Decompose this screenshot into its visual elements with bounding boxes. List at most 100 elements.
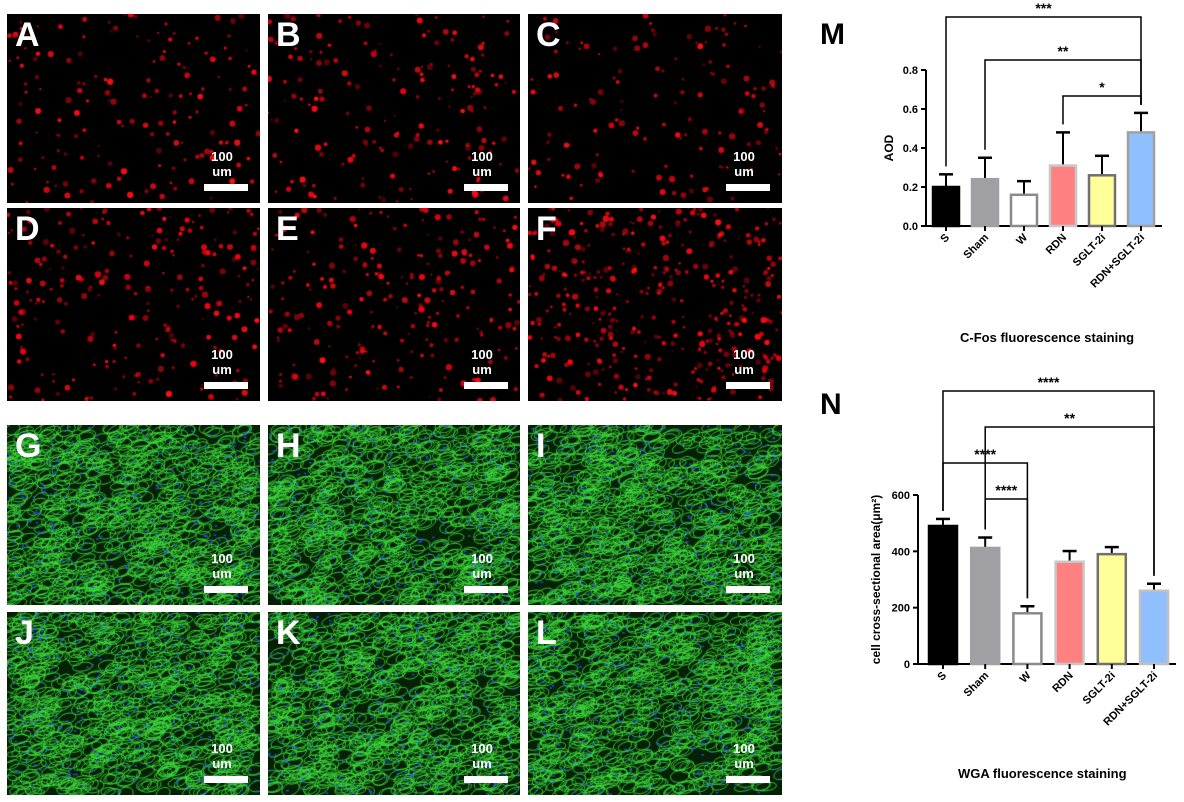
- bar-w: [1012, 612, 1043, 666]
- scale-bar-label: 100 um: [733, 551, 755, 581]
- panel-label: F: [536, 210, 557, 248]
- panel-label: K: [276, 614, 301, 652]
- significance-label: **: [1058, 43, 1069, 59]
- panel-label: E: [276, 210, 299, 248]
- scale-bar-label: 100 um: [211, 347, 233, 377]
- micrograph-panel-e: E 100 um: [268, 208, 520, 401]
- significance-bracket: [945, 16, 1142, 167]
- x-tick-label: SGLT-2i: [1081, 670, 1118, 707]
- bar-w: [1009, 193, 1039, 228]
- x-tick-label: Sham: [961, 231, 991, 261]
- panel-label: D: [15, 210, 40, 248]
- micrograph-panel-i: I 100 um: [528, 425, 782, 605]
- panel-label: C: [536, 16, 561, 54]
- micrograph-panel-h: H 100 um: [268, 425, 520, 605]
- panel-label: G: [15, 427, 42, 465]
- micrograph-image: [268, 14, 520, 203]
- scale-bar-label: 100 um: [471, 551, 493, 581]
- micrograph-panel-c: C 100 um: [528, 14, 782, 203]
- significance-bracket: [984, 426, 1155, 576]
- scale-bar: [464, 184, 508, 191]
- micrograph-image: [268, 208, 520, 401]
- scale-bar: [726, 184, 770, 191]
- micrograph-image: [528, 425, 782, 605]
- x-tick-label: SGLT-2i: [1071, 232, 1108, 269]
- panel-label-n: N: [820, 388, 842, 421]
- micrograph-panel-d: D 100 um: [7, 208, 260, 401]
- scale-bar: [464, 382, 508, 389]
- scale-bar-label: 100 um: [211, 149, 233, 179]
- panel-label: B: [276, 16, 301, 54]
- y-tick-label: 400: [892, 546, 910, 558]
- scale-bar: [204, 382, 248, 389]
- panel-label: A: [15, 16, 40, 54]
- scale-bar: [464, 586, 508, 593]
- bar-s: [927, 524, 959, 666]
- micrograph-panel-k: K 100 um: [268, 612, 520, 795]
- scale-bar-label: 100 um: [733, 741, 755, 771]
- bar-rdn+sglt-2i: [1138, 589, 1170, 666]
- scale-bar-label: 100 um: [471, 347, 493, 377]
- micrograph-image: [528, 612, 782, 795]
- micrograph-panel-f: F 100 um: [528, 208, 782, 401]
- x-tick-label: W: [1018, 669, 1034, 685]
- scale-bar-label: 100 um: [471, 741, 493, 771]
- micrograph-panel-b: B 100 um: [268, 14, 520, 203]
- panel-label-m: M: [820, 18, 845, 51]
- scale-bar-label: 100 um: [211, 551, 233, 581]
- scale-bar-label: 100 um: [471, 149, 493, 179]
- y-tick-label: 0.4: [903, 143, 919, 155]
- significance-bracket: [1062, 95, 1142, 125]
- significance-label: ****: [974, 446, 996, 462]
- significance-label: ***: [1035, 0, 1052, 16]
- chart-n-title: WGA fluorescence staining: [958, 766, 1127, 781]
- micrograph-image: [7, 14, 260, 203]
- bar-sglt-2i: [1087, 174, 1117, 228]
- panel-label: I: [536, 427, 546, 465]
- significance-label: **: [1064, 410, 1075, 426]
- micrograph-image: [7, 612, 260, 795]
- scale-bar: [726, 776, 770, 783]
- micrograph-image: [268, 425, 520, 605]
- scale-bar: [726, 586, 770, 593]
- scale-bar: [204, 586, 248, 593]
- significance-label: ****: [995, 482, 1017, 498]
- bar-sham: [969, 546, 1001, 666]
- micrograph-panel-l: L 100 um: [528, 612, 782, 795]
- y-tick-label: 200: [892, 603, 910, 615]
- chart-m-title: C-Fos fluorescence staining: [960, 330, 1135, 345]
- x-tick-label: W: [1014, 231, 1030, 247]
- x-tick-label: RDN: [1050, 670, 1075, 695]
- panel-label: J: [15, 614, 34, 652]
- micrograph-image: [268, 612, 520, 795]
- x-tick-label: RDN: [1044, 232, 1069, 257]
- y-axis-label: cell cross-sectional area(μm²): [869, 495, 883, 664]
- scale-bar-label: 100 um: [733, 347, 755, 377]
- scale-bar-label: 100 um: [211, 741, 233, 771]
- scale-bar-label: 100 um: [733, 149, 755, 179]
- panel-label: H: [276, 427, 301, 465]
- y-tick-label: 0.2: [903, 182, 918, 194]
- scale-bar: [726, 382, 770, 389]
- x-tick-label: Sham: [962, 669, 992, 699]
- y-tick-label: 600: [892, 490, 910, 502]
- bar-sham: [970, 177, 1000, 228]
- scale-bar: [464, 776, 508, 783]
- significance-bracket: [984, 498, 1029, 599]
- micrograph-panel-g: G 100 um: [7, 425, 260, 605]
- micrograph-image: [528, 14, 782, 203]
- panel-label: L: [536, 614, 557, 652]
- y-axis-label: AOD: [882, 134, 896, 161]
- micrograph-image: [7, 208, 260, 401]
- bar-sglt-2i: [1096, 552, 1128, 666]
- significance-label: ****: [1038, 374, 1060, 390]
- micrograph-panel-a: A 100 um: [7, 14, 260, 203]
- bar-rdn: [1054, 560, 1085, 666]
- significance-bracket: [984, 59, 1142, 150]
- y-tick-label: 0.0: [903, 221, 918, 233]
- micrograph-image: [7, 425, 260, 605]
- y-tick-label: 0.6: [903, 104, 918, 116]
- micrograph-panel-j: J 100 um: [7, 612, 260, 795]
- bar-rdn: [1048, 164, 1078, 228]
